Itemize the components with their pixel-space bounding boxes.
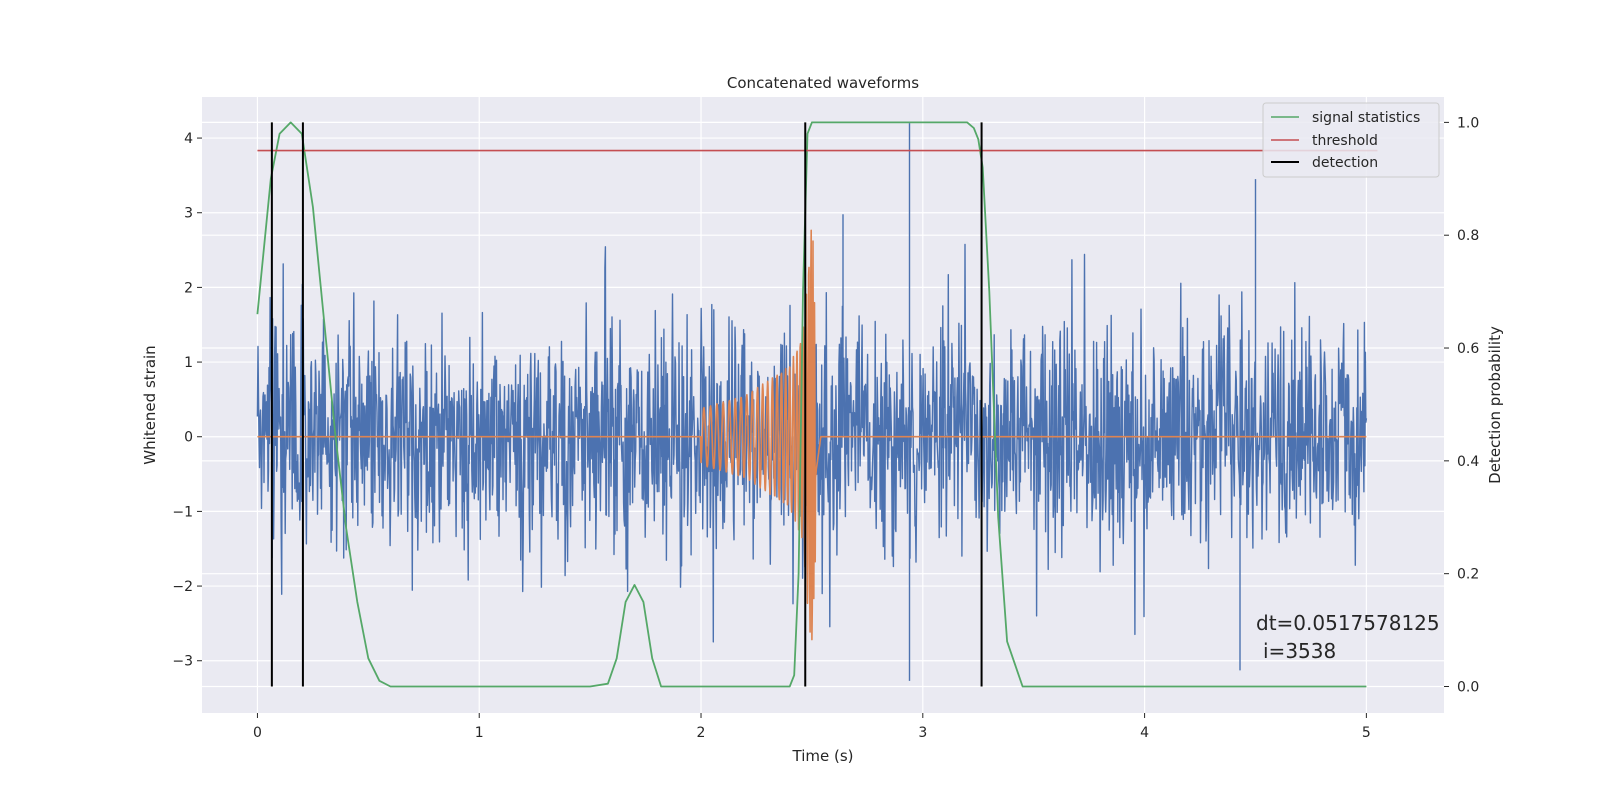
y2-axis-label: Detection probability xyxy=(1486,326,1504,484)
y-tick-label: 1 xyxy=(184,355,193,371)
y2-tick-label: 0.4 xyxy=(1457,454,1479,470)
chart-title: Concatenated waveforms xyxy=(727,74,919,92)
signal-statistics-line xyxy=(256,121,1367,688)
data-layer xyxy=(256,121,1378,688)
legend: signal statistics threshold detection xyxy=(1262,102,1440,178)
legend-label-detection: detection xyxy=(1312,155,1378,171)
y-tick-label: 4 xyxy=(184,131,193,147)
x-tick-label: 0 xyxy=(253,725,262,741)
y2-tick-label: 0.0 xyxy=(1457,679,1479,695)
y-tick-label: 0 xyxy=(184,430,193,446)
y2-tick-label: 0.8 xyxy=(1457,228,1479,244)
y-tick-label: −3 xyxy=(172,654,193,670)
x-axis-label: Time (s) xyxy=(792,747,854,765)
y2-tick-label: 0.2 xyxy=(1457,567,1479,583)
y-tick-label: −2 xyxy=(172,579,193,595)
annotation-index: i=3538 xyxy=(1263,639,1336,663)
x-tick-label: 4 xyxy=(1140,725,1149,741)
y-tick-label: 3 xyxy=(184,206,193,222)
annotation-dt: dt=0.0517578125 xyxy=(1256,611,1440,635)
x-tick-label: 5 xyxy=(1362,725,1371,741)
x-tick-label: 3 xyxy=(918,725,927,741)
legend-label-threshold: threshold xyxy=(1312,133,1378,149)
y-tick-label: −1 xyxy=(172,504,193,520)
y2-tick-label: 1.0 xyxy=(1457,115,1479,131)
legend-box xyxy=(1262,102,1440,178)
tick-layer: 0 1 2 3 4 5 −3 −2 −1 0 1 2 3 4 0.0 0.2 0.4 0.6 0.8 1.0 xyxy=(172,115,1479,741)
y-axis-label: Whitened strain xyxy=(141,345,159,464)
x-tick-label: 1 xyxy=(475,725,484,741)
template-series-line xyxy=(257,229,1367,641)
y-tick-label: 2 xyxy=(184,280,193,296)
y2-tick-label: 0.6 xyxy=(1457,341,1479,357)
x-tick-label: 2 xyxy=(697,725,706,741)
legend-label-signal-statistics: signal statistics xyxy=(1312,110,1420,126)
